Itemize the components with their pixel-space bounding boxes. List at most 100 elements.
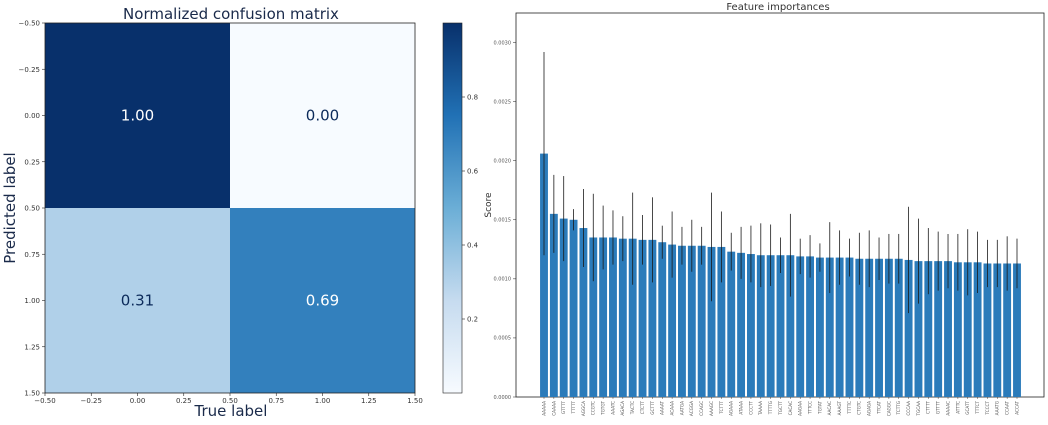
feature-bar xyxy=(855,258,864,397)
x-tick-label: TCTTT xyxy=(719,401,724,415)
feature-bar xyxy=(914,261,923,397)
confusion-matrix-cell xyxy=(45,23,230,208)
x-tick-label: TTTCC xyxy=(807,401,812,415)
feature-importances-y-ticks: 0.0000 0.0005 0.0010 0.0015 0.0020 0.0025 0.00… xyxy=(494,40,516,401)
feature-bar xyxy=(717,246,726,397)
feature-bar xyxy=(884,258,893,397)
x-tick-label: CCAGC xyxy=(699,401,704,416)
x-tick-label: −0.50 xyxy=(34,397,55,405)
feature-bar xyxy=(894,258,903,397)
feature-bar xyxy=(993,263,1002,397)
y-tick-label: 0.0020 xyxy=(494,158,512,164)
y-tick-label: 0.00 xyxy=(24,112,40,120)
x-tick-label: AAATG xyxy=(995,401,1000,415)
x-tick-label: CACAC xyxy=(788,401,793,415)
feature-bar xyxy=(904,259,913,397)
x-tick-label: −0.25 xyxy=(81,397,102,405)
feature-bar xyxy=(687,245,696,397)
feature-importances-title: Feature importances xyxy=(726,2,829,13)
x-tick-label: TGCTT xyxy=(778,401,783,416)
x-tick-label: AACAC xyxy=(827,401,832,415)
feature-bar xyxy=(825,257,834,397)
x-tick-label: CTTTT xyxy=(926,401,931,414)
feature-bar xyxy=(983,263,992,397)
confusion-matrix-cell xyxy=(230,23,415,208)
x-tick-label: ACCAT xyxy=(1014,401,1019,415)
feature-bar xyxy=(540,153,548,397)
feature-bar xyxy=(953,262,962,397)
feature-importances-error-bars xyxy=(543,51,1018,314)
x-tick-label: AAGAA xyxy=(798,401,803,416)
feature-importances-x-ticks: AAAAA CAAAA GTTTT TTTTT AGGCA CCGTC TGTGT AAATC… xyxy=(541,397,1019,417)
feature-bar xyxy=(973,262,982,397)
feature-bar xyxy=(599,237,608,397)
feature-bar xyxy=(697,245,706,397)
feature-importances-panel: Feature importances 0.0000 0.0005 0.0010 0.… xyxy=(484,2,1045,417)
x-tick-label: AAAAA xyxy=(541,401,546,416)
x-tick-label: TAAAA xyxy=(758,401,763,416)
x-tick-label: ACAAA xyxy=(670,401,675,416)
feature-bar xyxy=(579,228,588,397)
colorbar-tick-label: 0.6 xyxy=(467,168,479,176)
x-tick-label: 0.00 xyxy=(130,397,146,405)
y-tick-label: 0.0025 xyxy=(494,99,512,105)
feature-bar xyxy=(865,258,874,397)
feature-bar xyxy=(727,251,736,397)
x-tick-label: CCAAT xyxy=(1005,401,1010,415)
feature-bar xyxy=(618,238,627,397)
feature-bar xyxy=(963,262,972,397)
feature-bar xyxy=(815,257,824,397)
feature-bar xyxy=(569,219,578,397)
confusion-matrix-cells: 1.00 0.00 0.31 0.69 xyxy=(45,23,415,393)
confusion-matrix-cell-label: 0.31 xyxy=(121,292,154,310)
x-tick-label: GCTTT xyxy=(650,401,655,415)
feature-bar xyxy=(589,237,598,397)
feature-bar xyxy=(746,254,755,397)
y-tick-label: −0.25 xyxy=(19,66,40,74)
y-tick-label: −0.50 xyxy=(19,20,40,28)
feature-bar xyxy=(648,239,657,397)
confusion-matrix-x-ticks: −0.50 −0.25 0.00 0.25 0.50 0.75 1.00 1.25 1.50 xyxy=(34,393,423,405)
feature-bar xyxy=(549,213,558,397)
x-tick-label: CCGTC xyxy=(591,401,596,415)
x-tick-label: TGTGT xyxy=(601,401,606,416)
feature-bar xyxy=(934,261,943,397)
x-tick-label: AGACA xyxy=(620,401,625,416)
x-tick-label: TTTCT xyxy=(975,401,980,415)
confusion-matrix-title: Normalized confusion matrix xyxy=(123,5,339,23)
feature-bar xyxy=(707,246,716,397)
feature-bar xyxy=(559,218,568,397)
y-tick-label: 0.0010 xyxy=(494,277,512,283)
confusion-matrix-ylabel: Predicted label xyxy=(1,152,19,263)
x-tick-label: AGGCA xyxy=(581,401,586,416)
feature-bar xyxy=(668,244,677,397)
feature-bar xyxy=(875,258,883,397)
x-tick-label: AGAGA xyxy=(867,401,872,416)
x-tick-label: AAAAT xyxy=(660,401,665,415)
feature-bar xyxy=(756,255,765,397)
feature-bar xyxy=(944,261,952,397)
y-tick-label: 0.0015 xyxy=(494,218,512,224)
confusion-matrix-xlabel: True label xyxy=(194,402,268,420)
y-tick-label: 0.50 xyxy=(24,205,40,213)
feature-bar xyxy=(806,256,815,397)
y-tick-label: 0.0005 xyxy=(494,336,512,342)
feature-bar xyxy=(1003,263,1012,397)
confusion-matrix-cell-label: 1.00 xyxy=(121,107,154,125)
x-tick-label: 0.50 xyxy=(222,397,238,405)
y-tick-label: 0.0000 xyxy=(494,395,512,401)
x-tick-label: TTTTG xyxy=(768,401,773,415)
x-tick-label: CTCTT xyxy=(640,401,645,415)
feature-bar xyxy=(678,245,686,397)
x-tick-label: ATTTC xyxy=(955,401,960,414)
x-tick-label: 1.25 xyxy=(361,397,377,405)
confusion-matrix-cell xyxy=(45,208,230,393)
x-tick-label: ACGGA xyxy=(689,401,694,416)
x-tick-label: GCATT xyxy=(965,401,970,415)
feature-bar xyxy=(609,237,617,397)
x-tick-label: CCCTT xyxy=(748,401,753,415)
x-tick-label: AAAGT xyxy=(837,401,842,416)
x-tick-label: CTGTC xyxy=(857,401,862,415)
feature-bar xyxy=(766,255,775,397)
